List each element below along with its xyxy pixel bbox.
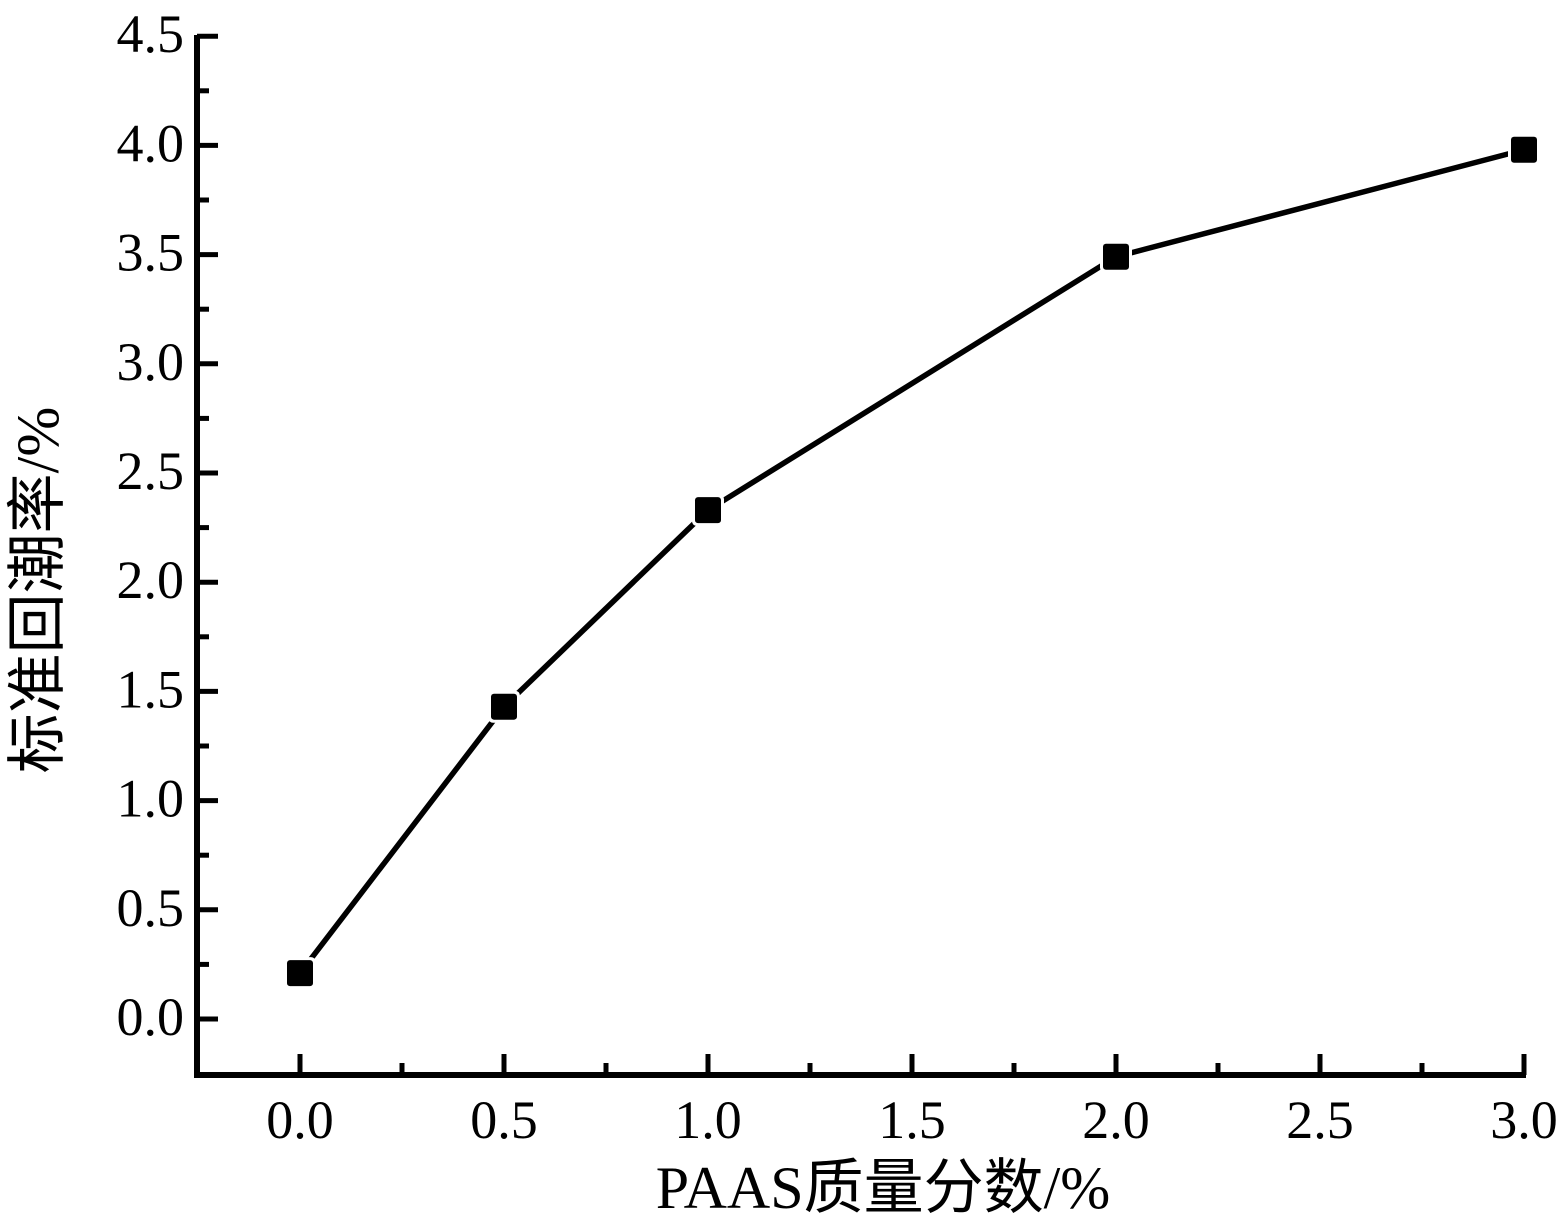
y-tick-label: 2.0 (117, 550, 185, 610)
x-tick-label: 2.0 (1082, 1090, 1150, 1150)
y-tick-label: 3.0 (117, 332, 185, 392)
y-tick-label: 1.5 (117, 659, 185, 719)
x-tick-label: 2.5 (1286, 1090, 1354, 1150)
data-point (1511, 136, 1537, 163)
y-tick-label: 2.5 (117, 441, 185, 501)
data-point (1103, 243, 1129, 270)
y-tick-label: 4.0 (117, 113, 185, 173)
y-tick-label: 1.0 (117, 769, 185, 829)
x-tick-label: 1.5 (878, 1090, 946, 1150)
x-tick-label: 1.0 (674, 1090, 742, 1150)
series-line (297, 147, 1525, 975)
x-axis-title: PAAS质量分数/% (656, 1155, 1111, 1221)
data-point (695, 497, 721, 524)
y-tick-label: 3.5 (117, 223, 185, 283)
x-tick-label: 0.5 (470, 1090, 538, 1150)
y-tick-label: 0.0 (117, 987, 185, 1047)
data-point (491, 693, 517, 720)
plot-area: 0.0 0.5 1.0 1.5 2.0 2.5 3.0 0.0 0.5 1.0 1.5 2.0 2.5 3… (117, 4, 1558, 1150)
x-tick-label: 0.0 (266, 1090, 334, 1150)
data-point (287, 960, 313, 987)
y-tick-label: 4.5 (117, 4, 185, 64)
x-tick-label: 3.0 (1490, 1090, 1558, 1150)
axis-spine (194, 35, 1526, 1078)
y-axis-title: 标准回潮率/% (5, 407, 71, 774)
y-tick-label: 0.5 (117, 878, 185, 938)
